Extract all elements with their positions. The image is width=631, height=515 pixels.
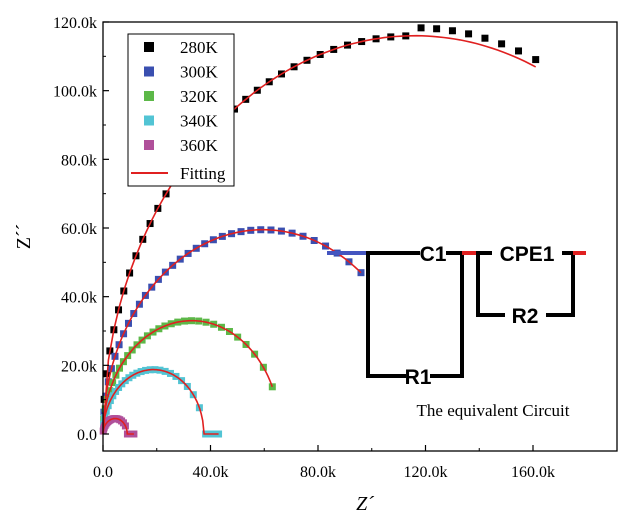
- y-tick-label: 60.0k: [61, 221, 97, 238]
- fit-curve-340K: [102, 368, 219, 435]
- y-tick-label: 120.0k: [53, 15, 97, 32]
- y-tick-label: 40.0k: [61, 290, 97, 307]
- data-point: [417, 24, 425, 32]
- series-300K: [100, 226, 365, 416]
- axes: 0.0 40.0k 80.0k 120.0k 160.0k 0.0 20.0k 40.0k 60…: [13, 15, 618, 515]
- plot-frame: [102, 21, 618, 452]
- legend: 280K 300K 320K 340K 360K Fitting: [127, 33, 235, 187]
- fit-curve-300K: [102, 228, 362, 435]
- circuit-label-r2: R2: [512, 305, 539, 328]
- data-point: [532, 56, 540, 64]
- circuit-caption: The equivalent Circuit: [417, 401, 570, 420]
- legend-items: 280K 300K 320K 340K 360K: [144, 38, 219, 155]
- legend-fit-label: Fitting: [180, 164, 226, 183]
- legend-label-340K: 340K: [180, 112, 219, 131]
- circuit-label-r1: R1: [405, 366, 432, 389]
- legend-box: [127, 33, 235, 187]
- legend-swatch-340K: [144, 115, 154, 126]
- data-point: [130, 430, 138, 438]
- x-axis-label: Z´: [356, 493, 374, 515]
- legend-label-320K: 320K: [180, 87, 219, 106]
- y-tick-label: 0.0: [77, 427, 97, 444]
- y-tick-label: 80.0k: [61, 152, 97, 169]
- data-point: [268, 383, 276, 391]
- legend-label-360K: 360K: [180, 136, 219, 155]
- x-tick-label: 160.0k: [511, 464, 555, 481]
- fit-curve-360K: [102, 417, 134, 435]
- data-point: [515, 47, 523, 55]
- circuit-label-c1: C1: [420, 243, 447, 266]
- y-axis-label: Z´´: [13, 224, 35, 250]
- legend-swatch-280K: [144, 42, 154, 52]
- fit-curve-320K: [102, 319, 274, 435]
- circuit-label-cpe1: CPE1: [500, 243, 555, 266]
- data-point: [103, 370, 111, 378]
- x-tick-label: 0.0: [93, 464, 113, 481]
- equivalent-circuit-inset: C1 CPE1 R1 R2 The equivalent Circuit: [327, 243, 586, 420]
- x-tick-label: 120.0k: [404, 464, 448, 481]
- legend-label-280K: 280K: [180, 38, 219, 57]
- legend-label-300K: 300K: [180, 63, 219, 82]
- data-point: [465, 30, 473, 38]
- x-tick-label: 80.0k: [300, 464, 336, 481]
- data-point: [498, 40, 506, 48]
- x-tick-label: 40.0k: [193, 464, 229, 481]
- legend-swatch-360K: [144, 140, 154, 150]
- data-point: [433, 25, 441, 33]
- y-tick-label: 20.0k: [61, 358, 97, 375]
- legend-swatch-320K: [144, 91, 154, 101]
- y-tick-label: 100.0k: [53, 84, 97, 101]
- data-point: [481, 34, 489, 42]
- data-point: [448, 27, 456, 35]
- legend-swatch-300K: [144, 66, 154, 77]
